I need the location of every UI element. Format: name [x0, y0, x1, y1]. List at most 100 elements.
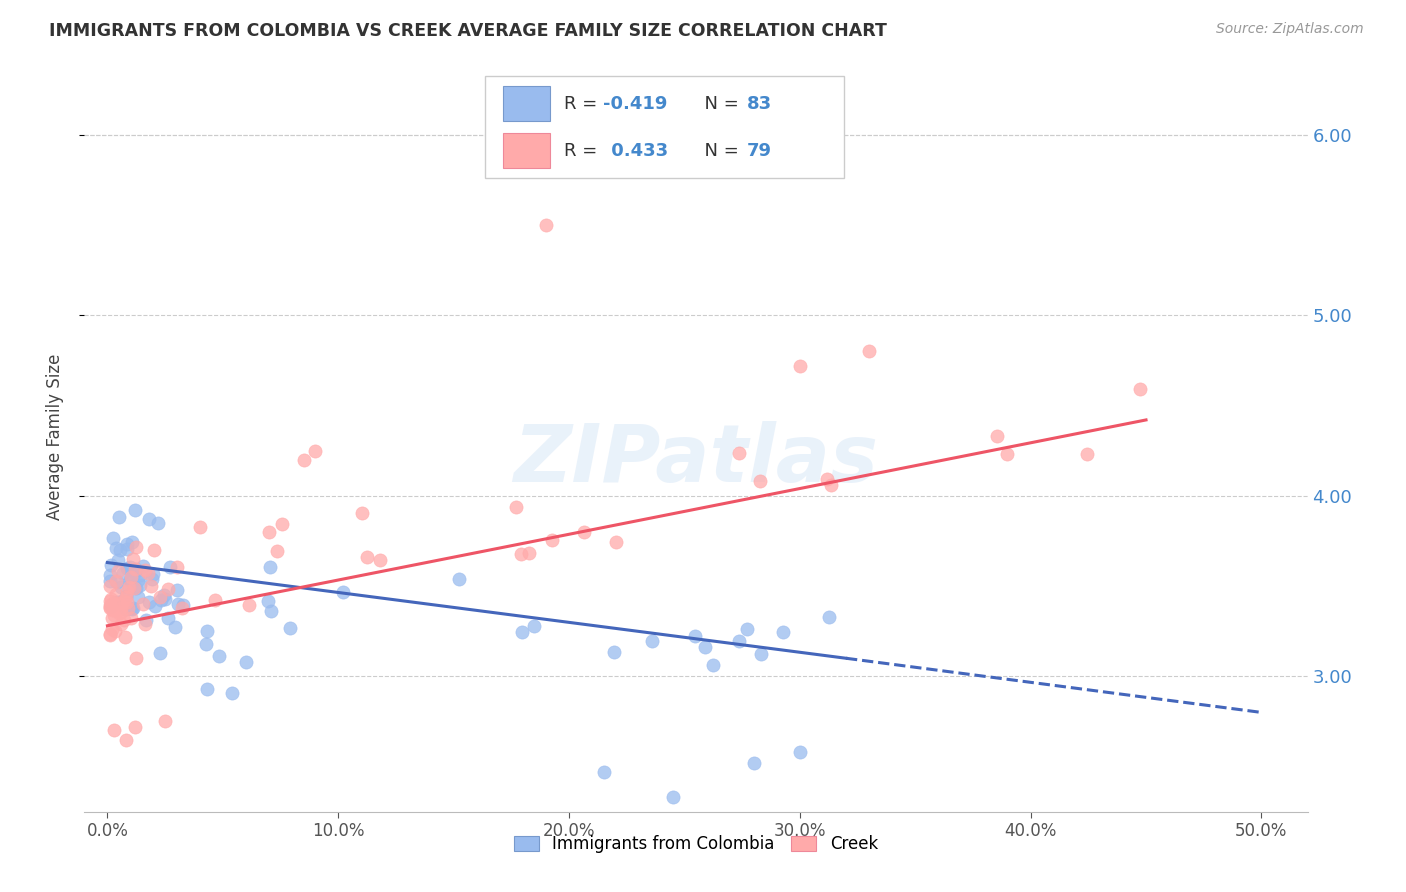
- Text: ZIPatlas: ZIPatlas: [513, 420, 879, 499]
- Text: R =: R =: [564, 95, 603, 112]
- Point: [170, 601, 193, 615]
- Point: [101, 602, 124, 616]
- Point: [115, 589, 138, 603]
- Point: [270, 517, 292, 532]
- Point: [172, 599, 194, 613]
- Point: [110, 594, 132, 608]
- Point: [120, 573, 142, 587]
- Point: [517, 545, 540, 559]
- Point: [159, 560, 181, 574]
- Point: [820, 478, 842, 492]
- Point: [605, 535, 627, 549]
- Point: [104, 541, 127, 556]
- Point: [103, 532, 125, 546]
- Point: [157, 611, 180, 625]
- Point: [124, 503, 146, 517]
- Text: R =: R =: [564, 142, 603, 160]
- Point: [509, 547, 531, 561]
- Point: [98, 598, 121, 612]
- Text: N =: N =: [693, 95, 745, 112]
- Point: [115, 541, 138, 556]
- Point: [603, 645, 626, 659]
- FancyBboxPatch shape: [485, 76, 844, 178]
- Point: [98, 579, 121, 593]
- Point: [136, 566, 159, 580]
- Point: [100, 558, 122, 573]
- Text: 79: 79: [747, 142, 772, 160]
- Point: [683, 629, 706, 643]
- Point: [238, 598, 260, 612]
- Point: [114, 590, 136, 604]
- Point: [114, 602, 136, 616]
- Point: [127, 573, 149, 587]
- Point: [125, 540, 148, 554]
- Point: [117, 600, 139, 615]
- Point: [108, 607, 131, 621]
- Point: [592, 764, 614, 779]
- Point: [149, 590, 172, 604]
- Point: [110, 616, 132, 631]
- Point: [134, 617, 156, 632]
- Point: [112, 594, 135, 608]
- Point: [332, 585, 354, 599]
- Point: [204, 593, 226, 607]
- Point: [188, 520, 211, 534]
- Point: [167, 597, 190, 611]
- Point: [749, 648, 772, 662]
- Point: [110, 542, 132, 557]
- Point: [141, 579, 163, 593]
- Point: [292, 452, 315, 467]
- Point: [540, 533, 562, 548]
- Point: [152, 588, 174, 602]
- Point: [98, 574, 121, 588]
- Point: [534, 218, 557, 232]
- Point: [142, 567, 165, 582]
- Point: [132, 597, 155, 611]
- Point: [149, 592, 172, 607]
- Point: [124, 720, 146, 734]
- Point: [129, 568, 152, 582]
- Point: [153, 591, 176, 606]
- Text: N =: N =: [693, 142, 745, 160]
- Point: [153, 714, 176, 729]
- Text: 83: 83: [747, 95, 772, 112]
- Point: [115, 561, 138, 575]
- Point: [256, 594, 278, 608]
- Point: [101, 611, 124, 625]
- Point: [138, 595, 160, 609]
- Point: [105, 575, 128, 590]
- Bar: [503, 133, 550, 168]
- Point: [166, 560, 188, 574]
- Text: 0.433: 0.433: [605, 142, 668, 160]
- Point: [114, 630, 136, 644]
- Point: [208, 649, 231, 664]
- Point: [350, 507, 373, 521]
- Point: [257, 524, 280, 539]
- Point: [817, 610, 839, 624]
- Text: Source: ZipAtlas.com: Source: ZipAtlas.com: [1216, 22, 1364, 37]
- Point: [118, 580, 141, 594]
- Point: [98, 594, 121, 608]
- Point: [143, 543, 166, 558]
- Point: [640, 634, 662, 648]
- Bar: [503, 87, 550, 121]
- Point: [107, 553, 129, 567]
- Point: [995, 447, 1018, 461]
- Legend: Immigrants from Colombia, Creek: Immigrants from Colombia, Creek: [508, 829, 884, 860]
- Point: [574, 525, 596, 540]
- Point: [141, 572, 163, 586]
- Point: [749, 475, 772, 489]
- Point: [120, 569, 142, 583]
- Point: [449, 572, 471, 586]
- Point: [148, 516, 170, 530]
- Point: [108, 510, 131, 524]
- Point: [105, 574, 128, 588]
- Point: [695, 640, 717, 654]
- Point: [143, 599, 166, 614]
- Point: [98, 628, 121, 642]
- Point: [728, 633, 751, 648]
- Point: [789, 359, 811, 373]
- Point: [815, 472, 838, 486]
- Point: [735, 622, 758, 636]
- Point: [112, 566, 135, 581]
